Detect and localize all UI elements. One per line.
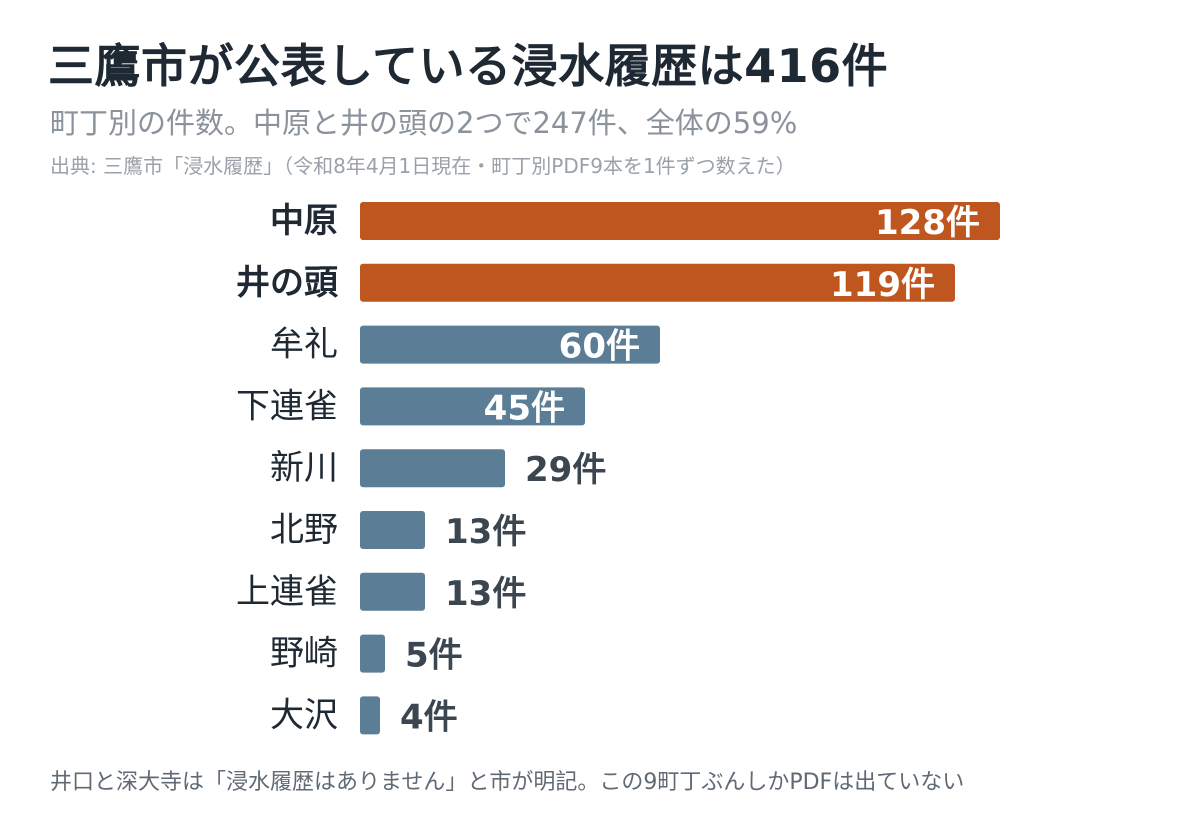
data-label: 29件 <box>525 450 606 490</box>
category-label: 北野 <box>270 510 338 550</box>
bar <box>360 325 660 364</box>
bar <box>360 202 1000 240</box>
chart-title: 三鷹市が公表している浸水履歴は416件 <box>48 39 889 93</box>
bar-row-1: 井の頭 119件 <box>236 263 955 305</box>
bar-row-3: 下連雀 45件 <box>236 386 585 428</box>
bar <box>360 696 380 735</box>
data-label: 4件 <box>400 697 458 737</box>
chart-source: 出典: 三鷹市「浸水履歴」（令和8年4月1日現在・町丁別PDF9本を1件ずつ数え… <box>50 154 796 178</box>
data-label: 119件 <box>830 265 935 305</box>
data-label: 128件 <box>875 203 980 243</box>
bar <box>360 634 385 673</box>
bar-row-0: 中原 128件 <box>270 201 1000 243</box>
bar <box>360 263 955 302</box>
category-label: 牟礼 <box>270 325 338 365</box>
bar-row-8: 大沢 4件 <box>270 695 458 737</box>
data-label: 45件 <box>484 388 565 428</box>
bar <box>360 449 505 488</box>
bar-row-4: 新川 29件 <box>270 448 606 490</box>
data-label: 5件 <box>405 636 463 676</box>
chart-subtitle: 町丁別の件数。中原と井の頭の2つで247件、全体の59% <box>50 106 798 140</box>
category-label: 下連雀 <box>236 386 338 426</box>
bar-row-5: 北野 13件 <box>270 510 526 552</box>
category-label: 井の頭 <box>236 263 339 303</box>
category-label: 中原 <box>270 201 338 241</box>
category-label: 上連雀 <box>236 572 338 612</box>
bar <box>360 387 585 426</box>
data-label: 60件 <box>559 327 640 367</box>
bar-row-2: 牟礼 60件 <box>270 325 660 367</box>
chart-footnote: 井口と深大寺は「浸水履歴はありません」と市が明記。この9町丁ぶんしかPDFは出て… <box>50 770 965 795</box>
category-label: 野崎 <box>270 634 338 674</box>
data-label: 13件 <box>445 512 526 552</box>
bar <box>360 511 425 549</box>
bar-row-7: 野崎 5件 <box>270 634 463 676</box>
category-label: 大沢 <box>270 695 338 735</box>
category-label: 新川 <box>270 448 338 488</box>
bar-row-6: 上連雀 13件 <box>236 572 526 614</box>
data-label: 13件 <box>445 574 526 614</box>
bar <box>360 572 425 611</box>
